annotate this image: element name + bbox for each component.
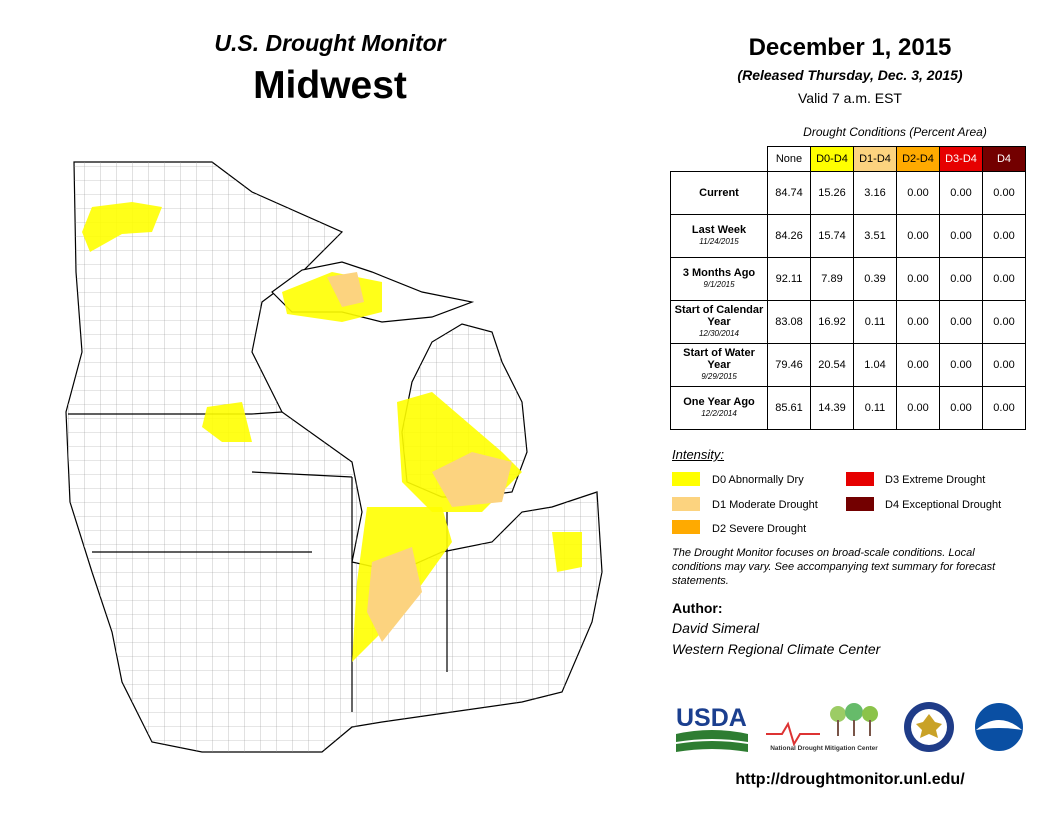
column-header: D0-D4 [810, 146, 854, 172]
column-header: D1-D4 [853, 146, 897, 172]
legend-swatch-d4 [846, 497, 874, 511]
row-date: 9/29/2015 [701, 372, 737, 381]
row-date: 12/2/2014 [701, 409, 737, 418]
row-label-text: Start of Water Year [683, 347, 755, 371]
legend-label-d1: D1 Moderate Drought [712, 499, 818, 511]
table-row: Start of Calendar Year 12/30/2014 83.08 16.… [670, 300, 1026, 344]
legend-label-d3: D3 Extreme Drought [885, 474, 986, 486]
table-cell: 0.00 [939, 343, 983, 387]
drought-conditions-table: None D0-D4 D1-D4 D2-D4 D3-D4 D4 Current 8… [670, 146, 1026, 430]
table-cell: 0.00 [896, 257, 940, 301]
table-cell: 0.00 [982, 343, 1026, 387]
table-cell: 0.00 [982, 257, 1026, 301]
table-cell: 0.00 [939, 300, 983, 344]
monitor-brand-title: U.S. Drought Monitor [214, 30, 446, 56]
valid-time: Valid 7 a.m. EST [797, 90, 902, 106]
table-cell: 15.26 [810, 171, 854, 215]
table-cell: 15.74 [810, 214, 854, 258]
map-date: December 1, 2015 [748, 34, 952, 61]
row-date: 11/24/2015 [699, 237, 739, 246]
row-label-text: 3 Months Ago [682, 267, 756, 279]
table-cell: 14.39 [810, 386, 854, 430]
legend-label-d4: D4 Exceptional Drought [885, 499, 1002, 511]
ndmc-logo: National Drought Mitigation Center [766, 703, 878, 752]
release-date: (Released Thursday, Dec. 3, 2015) [737, 67, 963, 83]
legend-swatch-d0 [672, 472, 700, 486]
column-header: D4 [982, 146, 1026, 172]
legend-swatch-d1 [672, 497, 700, 511]
table-cell: 0.00 [896, 214, 940, 258]
row-label: Start of Calendar Year 12/30/2014 [670, 300, 768, 344]
table-cell: 84.74 [767, 171, 811, 215]
row-date: 12/30/2014 [698, 329, 740, 338]
row-label-text: Current [699, 187, 739, 199]
table-cell: 79.46 [767, 343, 811, 387]
legend-title: Intensity: [672, 447, 725, 462]
disclaimer-text: The Drought Monitor focuses on broad-sca… [672, 547, 996, 587]
svg-text:USDA: USDA [676, 704, 747, 732]
table-cell: 0.11 [853, 300, 897, 344]
table-header-row: None D0-D4 D1-D4 D2-D4 D3-D4 D4 [671, 146, 1026, 172]
author-label: Author: [672, 600, 723, 616]
table-cell: 16.92 [810, 300, 854, 344]
row-label: Current [670, 171, 768, 215]
table-cell: 0.00 [982, 386, 1026, 430]
usda-logo: USDA [676, 704, 748, 752]
column-header: None [767, 146, 811, 172]
table-row: Last Week 11/24/2015 84.26 15.74 3.51 0.00 0.0… [670, 214, 1026, 258]
noaa-logo-icon [973, 701, 1025, 753]
table-cell: 83.08 [767, 300, 811, 344]
svg-text:National Drought Mitigation Ce: National Drought Mitigation Center [770, 745, 878, 752]
table-row: Current 84.74 15.26 3.16 0.00 0.00 0.00 [670, 171, 1026, 215]
table-caption: Drought Conditions (Percent Area) [803, 125, 987, 139]
table-cell: 84.26 [767, 214, 811, 258]
table-row: Start of Water Year 9/29/2015 79.46 20.54 1.… [670, 343, 1026, 387]
table-cell: 85.61 [767, 386, 811, 430]
table-cell: 0.00 [896, 343, 940, 387]
table-cell: 0.00 [939, 257, 983, 301]
legend-label-d0: D0 Abnormally Dry [712, 474, 804, 486]
table-cell: 3.51 [853, 214, 897, 258]
legend-label-d2: D2 Severe Drought [712, 523, 807, 535]
row-label: Last Week 11/24/2015 [670, 214, 768, 258]
table-cell: 0.00 [939, 386, 983, 430]
table-cell: 7.89 [810, 257, 854, 301]
table-cell: 0.00 [982, 171, 1026, 215]
table-cell: 1.04 [853, 343, 897, 387]
table-row: One Year Ago 12/2/2014 85.61 14.39 0.11 0.00 0… [670, 386, 1026, 430]
drought-areas [82, 202, 582, 662]
row-label-text: Start of Calendar Year [674, 304, 764, 328]
table-cell: 0.00 [982, 300, 1026, 344]
row-label: Start of Water Year 9/29/2015 [670, 343, 768, 387]
row-label-text: Last Week [691, 224, 747, 236]
table-cell: 0.00 [982, 214, 1026, 258]
author-name: David Simeral [672, 620, 760, 636]
table-cell: 0.00 [896, 386, 940, 430]
midwest-drought-map [65, 161, 603, 753]
row-date: 9/1/2015 [703, 280, 735, 289]
website-url: http://droughtmonitor.unl.edu/ [735, 771, 965, 788]
column-header: D2-D4 [896, 146, 940, 172]
table-cell: 0.11 [853, 386, 897, 430]
table-cell: 0.00 [939, 171, 983, 215]
column-header: D3-D4 [939, 146, 983, 172]
author-organization: Western Regional Climate Center [672, 641, 881, 657]
region-title: Midwest [253, 64, 407, 107]
table-cell: 92.11 [767, 257, 811, 301]
row-label: One Year Ago 12/2/2014 [670, 386, 768, 430]
table-cell: 20.54 [810, 343, 854, 387]
table-cell: 0.00 [896, 300, 940, 344]
land-base [65, 161, 603, 753]
legend-swatch-d3 [846, 472, 874, 486]
commerce-seal-icon [904, 702, 954, 752]
table-corner [671, 147, 768, 172]
row-label-text: One Year Ago [683, 396, 755, 408]
table-cell: 0.39 [853, 257, 897, 301]
row-label: 3 Months Ago 9/1/2015 [670, 257, 768, 301]
table-row: 3 Months Ago 9/1/2015 92.11 7.89 0.39 0.00 0.0… [670, 257, 1026, 301]
table-cell: 0.00 [896, 171, 940, 215]
table-cell: 0.00 [939, 214, 983, 258]
table-cell: 3.16 [853, 171, 897, 215]
legend-swatch-d2 [672, 520, 700, 534]
